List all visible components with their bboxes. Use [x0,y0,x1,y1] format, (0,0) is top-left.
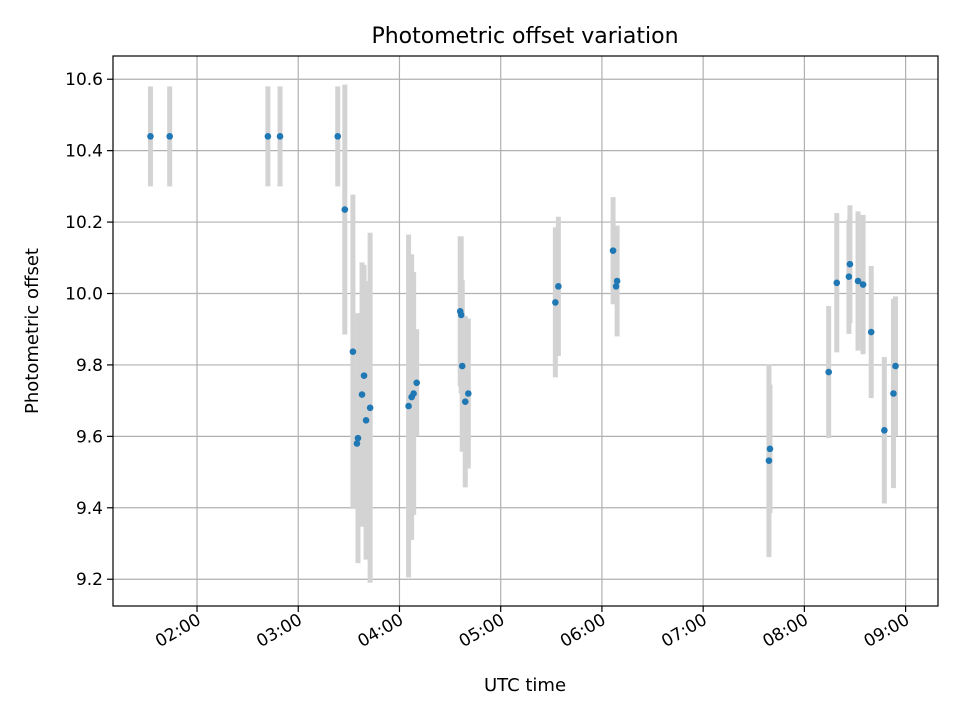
data-point [413,379,420,387]
data-point [276,133,284,140]
data-point [833,279,841,287]
data-point [353,440,361,447]
data-point [349,348,357,356]
grid [113,56,938,606]
data-point [341,206,349,213]
data-point [825,368,832,376]
y-axis-label: Photometric offset [22,248,43,414]
y-tick-label: 10.6 [65,70,103,90]
data-point [366,404,374,412]
data-point [552,299,559,306]
y-tick-label: 10.4 [65,142,103,162]
y-tick-label: 9.2 [76,570,103,590]
data-point [892,362,899,370]
data-point [264,133,272,140]
data-point [612,283,620,290]
y-tick-label: 9.6 [76,427,103,447]
data-point [859,281,867,288]
plot-frame [112,55,939,607]
data-point [867,328,875,336]
data-markers [147,133,899,464]
data-point [147,133,154,140]
data-point [334,133,342,140]
data-point [465,390,472,397]
data-point [166,133,173,140]
data-point [405,402,412,410]
y-tick-label: 9.4 [76,499,103,519]
y-tick-label: 9.8 [76,356,103,376]
data-point [609,247,617,254]
data-point [457,311,465,319]
chart-title: Photometric offset variation [371,24,678,49]
y-tick-label: 10.2 [65,213,103,233]
data-point [555,283,562,290]
data-point [613,277,621,285]
data-point [765,457,773,464]
data-point [410,390,417,397]
data-point [461,398,469,406]
y-tick-label: 10.0 [65,285,103,305]
data-point [766,445,774,453]
data-point [854,277,862,285]
data-point [358,391,366,398]
x-axis-label: UTC time [484,675,566,696]
data-point [845,273,853,281]
data-point [360,372,368,379]
data-point [362,416,370,424]
data-point [846,260,854,268]
data-point [890,390,897,397]
data-point [458,362,466,370]
data-point [354,434,362,442]
data-point [881,426,888,434]
